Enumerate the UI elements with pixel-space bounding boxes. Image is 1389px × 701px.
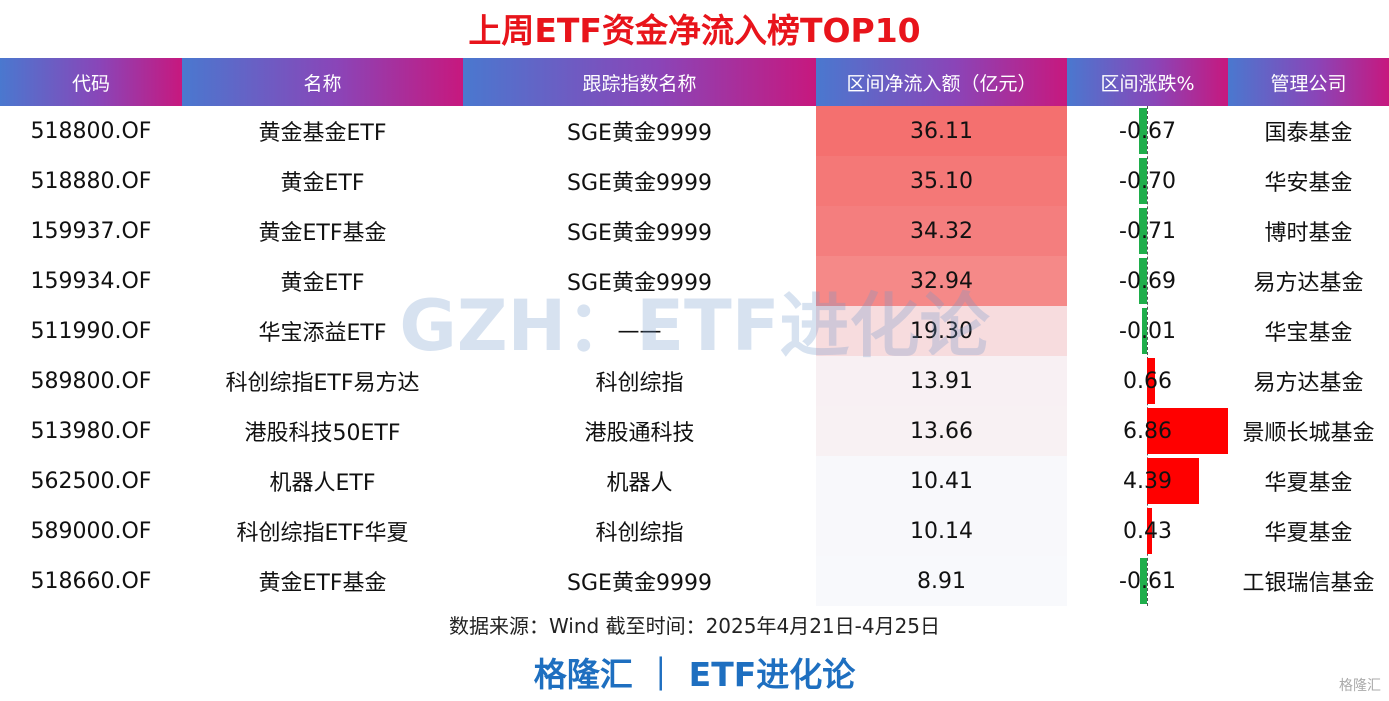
cell: 黄金ETF基金 [258, 221, 387, 246]
cell: 589000.OF [30, 518, 152, 544]
cell: 华安基金 [1264, 171, 1353, 196]
cell: SGE黄金9999 [567, 571, 712, 596]
cell: 华夏基金 [1264, 471, 1353, 496]
cell: 易方达基金 [1253, 271, 1364, 296]
change-bar [1142, 308, 1147, 354]
cell: SGE黄金9999 [567, 221, 712, 246]
cell: 0.43 [1123, 518, 1172, 544]
heat-cell [816, 556, 1067, 606]
table: 代码 名称 跟踪指数名称 区间净流入额（亿元） 区间涨跌% 管理公司 518800.OF 黄金… [0, 58, 1389, 608]
cell: 科创综指 [595, 521, 684, 546]
cell: 博时基金 [1264, 221, 1353, 246]
cell: 511990.OF [30, 318, 152, 344]
cell: 518660.OF [30, 568, 152, 594]
cell: 国泰基金 [1264, 121, 1353, 146]
change-bar [1139, 558, 1147, 604]
change-bar [1138, 208, 1147, 254]
cell: 518880.OF [30, 168, 152, 194]
cell: —— [617, 318, 662, 344]
heat-cell [816, 306, 1067, 356]
cell: 华宝基金 [1264, 321, 1353, 346]
cell: 159937.OF [30, 218, 152, 244]
cell: 科创综指 [595, 371, 684, 396]
cell: 513980.OF [30, 418, 152, 444]
cell: 36.11 [910, 118, 973, 144]
cell: 35.10 [910, 168, 973, 194]
heat-cell [816, 506, 1067, 556]
cell: -0.61 [1119, 568, 1176, 594]
cell: 19.30 [910, 318, 973, 344]
heat-cell [816, 106, 1067, 156]
cell: 10.14 [910, 518, 973, 544]
cell: 13.66 [910, 418, 973, 444]
cell: 8.91 [917, 568, 966, 594]
cell: 科创综指ETF华夏 [236, 521, 409, 546]
heat-cell [816, 456, 1067, 506]
cell: 0.66 [1123, 368, 1172, 394]
cell: -0.70 [1119, 168, 1176, 194]
cell: 10.41 [910, 468, 973, 494]
source: 数据来源：Wind 截至时间：2025年4月21日-4月25日 [448, 614, 941, 638]
cell: -0.69 [1119, 268, 1176, 294]
cell: 黄金ETF [280, 271, 365, 296]
axis-line [1147, 106, 1148, 606]
cell: 518800.OF [30, 118, 152, 144]
header-cell: 代码 [0, 58, 182, 106]
change-bar [1147, 408, 1228, 454]
cell: SGE黄金9999 [567, 171, 712, 196]
header-cell: 区间净流入额（亿元） [816, 58, 1067, 106]
cell: 华夏基金 [1264, 521, 1353, 546]
cell: 景顺长城基金 [1242, 421, 1375, 446]
cell: 工银瑞信基金 [1242, 571, 1375, 596]
heat-cell [816, 256, 1067, 306]
cell: 机器人 [606, 471, 673, 496]
cell: 黄金基金ETF [258, 121, 387, 146]
title: 上周ETF资金净流入榜TOP10 [468, 11, 921, 50]
header-cell: 名称 [182, 58, 463, 106]
header-cell: 管理公司 [1228, 58, 1389, 106]
change-bar [1147, 358, 1155, 404]
cell: 4.39 [1123, 468, 1172, 494]
cell: 159934.OF [30, 268, 152, 294]
heat-cell [816, 406, 1067, 456]
header-cell: 区间涨跌% [1067, 58, 1228, 106]
change-bar [1147, 458, 1199, 504]
cell: -0.67 [1119, 118, 1176, 144]
cell: 34.32 [910, 218, 973, 244]
brand: 格隆汇 ｜ ETF进化论 [533, 655, 856, 694]
change-bar [1139, 108, 1147, 154]
cell: SGE黄金9999 [567, 271, 712, 296]
cell: 港股科技50ETF [244, 421, 401, 446]
cell: -0.71 [1119, 218, 1176, 244]
heat-cell [816, 206, 1067, 256]
cell: 港股通科技 [584, 421, 695, 446]
cell: 科创综指ETF易方达 [225, 371, 420, 396]
header-cell: 跟踪指数名称 [463, 58, 816, 106]
logo: 格隆汇 [1339, 678, 1381, 694]
cell: 易方达基金 [1253, 371, 1364, 396]
cell: 13.91 [910, 368, 973, 394]
cell: -0.01 [1119, 318, 1176, 344]
cell: 562500.OF [30, 468, 152, 494]
heat-cell [816, 156, 1067, 206]
change-bar [1138, 158, 1147, 204]
cell: 589800.OF [30, 368, 152, 394]
cell: 黄金ETF [280, 171, 365, 196]
change-bar [1147, 508, 1153, 554]
cell: 32.94 [910, 268, 973, 294]
heat-cell [816, 356, 1067, 406]
cell: 6.86 [1123, 418, 1172, 444]
cell: 机器人ETF [269, 471, 376, 496]
cell: 华宝添益ETF [258, 321, 387, 346]
change-bar [1138, 258, 1147, 304]
cell: 黄金ETF基金 [258, 571, 387, 596]
cell: SGE黄金9999 [567, 121, 712, 146]
